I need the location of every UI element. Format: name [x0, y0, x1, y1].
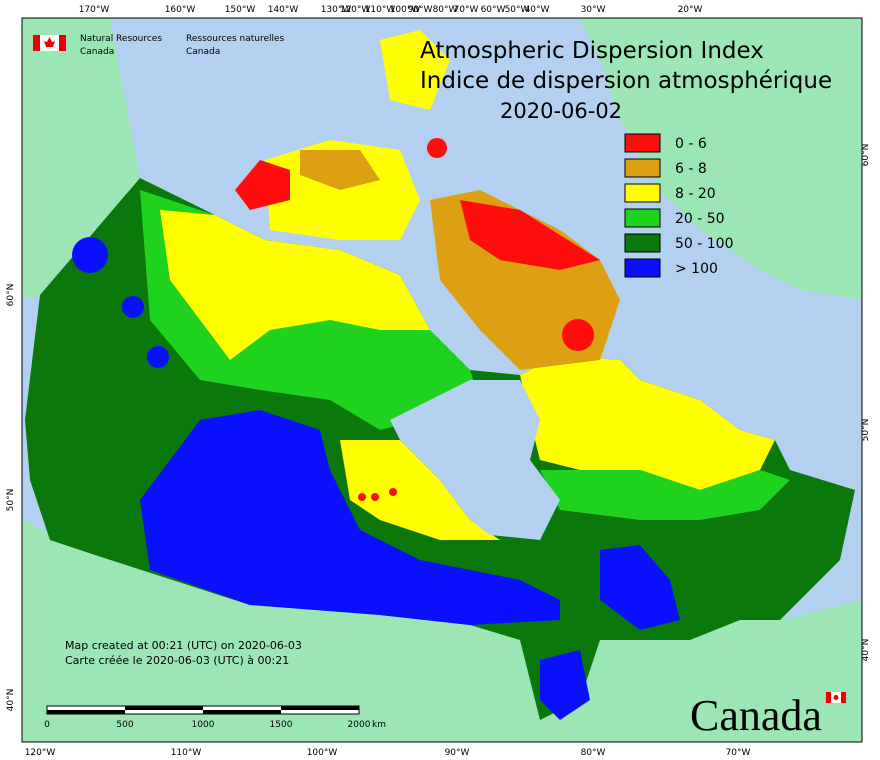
- blue-prairies: [140, 410, 560, 625]
- lon-label: 170°W: [79, 5, 110, 15]
- red-spot: [371, 493, 379, 501]
- title-en: Atmospheric Dispersion Index: [420, 38, 764, 64]
- legend-swatch: [624, 133, 661, 153]
- lat-label: 50°N: [6, 489, 16, 512]
- yellow-ontario: [340, 440, 500, 540]
- yellow-north: [160, 210, 430, 360]
- flag-bar: [33, 35, 40, 51]
- scale-label: 0: [44, 720, 50, 730]
- lon-label: 130°W: [321, 5, 352, 15]
- baffin-red: [460, 200, 600, 270]
- scale-seg: [47, 710, 125, 714]
- created-fr: Carte créée le 2020-06-03 (UTC) à 00:21: [65, 654, 289, 667]
- legend-label: 6 - 8: [675, 161, 707, 177]
- country-fr: Canada: [186, 47, 220, 57]
- scale-label: 1000: [192, 720, 215, 730]
- lon-label: 50°W: [505, 5, 530, 15]
- lat-label: 60°N: [6, 284, 16, 307]
- lon-label: 40°W: [525, 5, 550, 15]
- wordmark: Canada: [690, 691, 822, 740]
- wordmark-leaf: [833, 695, 839, 700]
- lon-label: 90°W: [445, 748, 470, 758]
- scale-bar: 0 500 1000 1500 2000 km: [44, 705, 386, 730]
- usa: [22, 520, 862, 742]
- lon-label: 70°W: [726, 748, 751, 758]
- lon-label: 80°W: [581, 748, 606, 758]
- lon-label: 120°W: [340, 5, 371, 15]
- flag-bar: [59, 35, 66, 51]
- legend-label: 8 - 20: [675, 186, 716, 202]
- agency-fr: Ressources naturelles: [186, 34, 285, 44]
- lat-label: 50°N: [861, 419, 871, 442]
- legend-label: > 100: [675, 261, 718, 277]
- lat-label: 40°N: [861, 639, 871, 662]
- legend-swatch: [624, 258, 661, 278]
- alaska: [22, 18, 140, 300]
- legend-swatch: [624, 233, 661, 253]
- greenland: [580, 18, 862, 300]
- scale-label: 2000: [348, 720, 371, 730]
- lon-label: 160°W: [165, 5, 196, 15]
- arctic-red: [235, 160, 290, 210]
- lon-label: 100°W: [390, 5, 421, 15]
- blue-ontario: [540, 650, 590, 720]
- legend-label: 0 - 6: [675, 136, 707, 152]
- arctic-orange: [300, 150, 380, 190]
- lon-label: 140°W: [268, 5, 299, 15]
- legend-label: 20 - 50: [675, 211, 725, 227]
- legend-swatch: [624, 208, 661, 228]
- map-area: [21, 17, 863, 743]
- agency-en: Natural Resources: [80, 34, 162, 44]
- lon-label: 100°W: [307, 748, 338, 758]
- scale-seg: [281, 706, 359, 710]
- date: 2020-06-02: [500, 99, 622, 123]
- ellesmere: [380, 30, 450, 110]
- legend-label: 50 - 100: [675, 236, 734, 252]
- lon-label: 110°W: [365, 5, 396, 15]
- red-spot: [562, 319, 594, 351]
- blue-quebec: [600, 545, 680, 630]
- green-quebec: [540, 470, 790, 520]
- graticule-labels: 170°W 160°W 150°W 140°W 130°W 120°W 110°…: [6, 5, 871, 758]
- title-fr: Indice de dispersion atmosphérique: [420, 68, 832, 94]
- created-en: Map created at 00:21 (UTC) on 2020-06-03: [65, 639, 302, 652]
- scale-seg: [125, 706, 203, 710]
- legend-swatch: [624, 183, 661, 203]
- frame: [21, 17, 863, 743]
- lon-label: 110°W: [171, 748, 202, 758]
- legend: 0 - 6 6 - 8 8 - 20 20 - 50 50 - 100 > 100: [624, 133, 734, 278]
- yellow-quebec: [520, 355, 775, 490]
- red-spot: [389, 488, 397, 496]
- lon-label: 70°W: [454, 5, 479, 15]
- lat-label: 40°N: [6, 689, 16, 712]
- maple-leaf: [44, 37, 55, 47]
- nrcan-signature: Natural Resources Canada Ressources natu…: [33, 34, 285, 57]
- blue-spot: [122, 296, 144, 318]
- scale-label: 500: [116, 720, 133, 730]
- lon-label: 30°W: [581, 5, 606, 15]
- country-en: Canada: [80, 47, 114, 57]
- lat-label: 60°N: [861, 144, 871, 167]
- scale-seg: [203, 710, 281, 714]
- lon-label: 20°W: [678, 5, 703, 15]
- red-spot: [427, 138, 447, 158]
- red-spot: [358, 493, 366, 501]
- lon-label: 90°W: [408, 5, 433, 15]
- hudson-bay: [390, 380, 560, 540]
- lon-label: 150°W: [225, 5, 256, 15]
- lon-label: 120°W: [25, 748, 56, 758]
- blue-spot: [147, 346, 169, 368]
- lon-label: 60°W: [481, 5, 506, 15]
- title: Atmospheric Dispersion Index Indice de d…: [420, 38, 832, 123]
- lon-label: 80°W: [433, 5, 458, 15]
- scale-unit: km: [372, 720, 386, 730]
- legend-swatch: [624, 158, 661, 178]
- blue-spot: [72, 237, 108, 273]
- scale-label: 1500: [270, 720, 293, 730]
